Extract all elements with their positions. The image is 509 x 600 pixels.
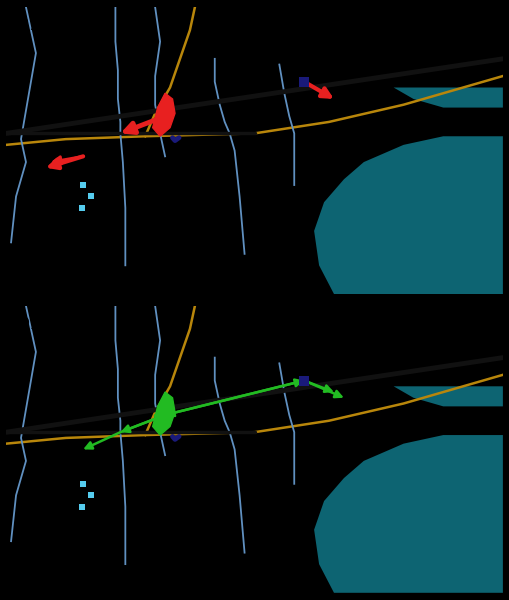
Polygon shape — [153, 392, 175, 435]
Text: (a): (a) — [14, 14, 37, 32]
Polygon shape — [314, 136, 503, 294]
Text: (b): (b) — [14, 313, 37, 331]
Polygon shape — [393, 88, 503, 107]
Polygon shape — [153, 93, 175, 136]
Polygon shape — [314, 435, 503, 593]
Polygon shape — [393, 386, 503, 406]
